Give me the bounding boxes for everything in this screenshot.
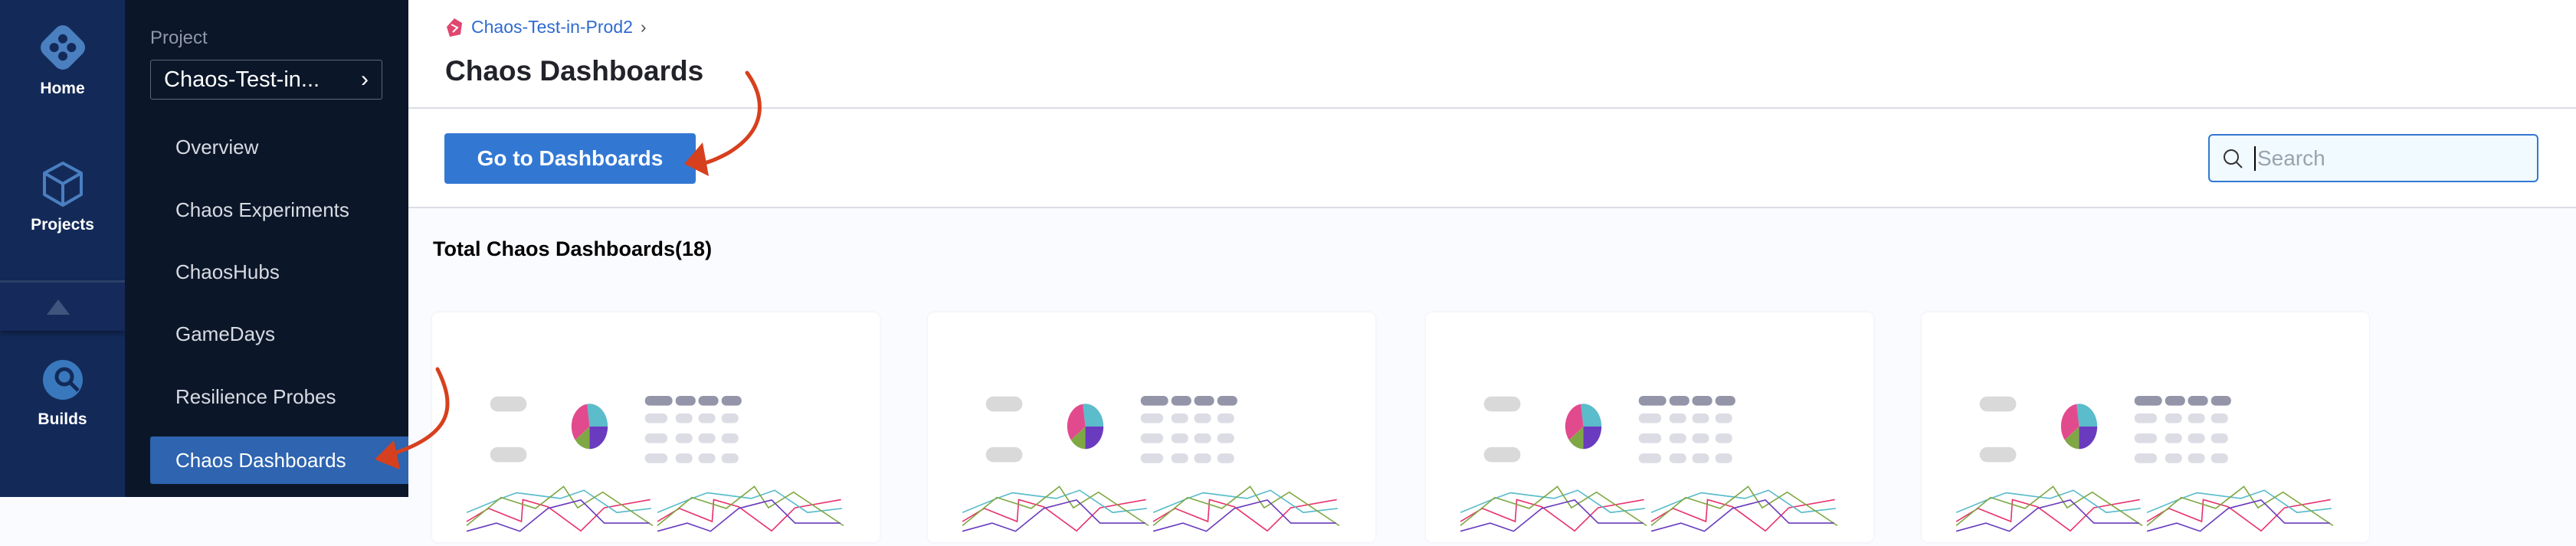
breadcrumb: Chaos-Test-in-Prod2 › <box>445 17 647 38</box>
triangle-up-icon <box>47 299 70 315</box>
toolbar: Go to Dashboards <box>408 109 2576 208</box>
sidebar-item-chaos-dashboards[interactable]: Chaos Dashboards <box>150 436 408 484</box>
harness-logo-icon <box>40 25 85 70</box>
sidebar-item-chaoshubs[interactable]: ChaosHubs <box>175 260 280 283</box>
nav-item-builds[interactable]: Builds <box>0 357 125 429</box>
nav-label: Home <box>40 80 85 97</box>
dashboard-thumbnail <box>466 395 844 532</box>
cube-icon <box>42 162 83 207</box>
sidebar-item-overview[interactable]: Overview <box>175 136 259 159</box>
search-box[interactable] <box>2208 134 2538 182</box>
sidebar-item-chaos-experiments[interactable]: Chaos Experiments <box>175 198 349 221</box>
dashboard-card[interactable] <box>928 312 1375 542</box>
dashboard-thumbnail <box>962 395 1340 532</box>
go-to-dashboards-button[interactable]: Go to Dashboards <box>444 133 696 184</box>
nav-item-home[interactable]: Home <box>0 23 125 98</box>
chaos-module-icon <box>447 18 462 37</box>
chevron-right-icon: › <box>640 17 647 37</box>
main-content: Chaos-Test-in-Prod2 › Chaos Dashboards G… <box>408 0 2576 542</box>
search-input[interactable] <box>2254 145 2530 171</box>
nav-collapse-toggle[interactable] <box>0 280 125 331</box>
project-selector[interactable]: Chaos-Test-in... › <box>150 60 382 100</box>
breadcrumb-link[interactable]: Chaos-Test-in-Prod2 <box>471 17 633 37</box>
dashboard-card[interactable] <box>1922 312 2369 542</box>
nav-label: Projects <box>31 216 94 234</box>
project-label: Project <box>150 28 208 48</box>
builds-icon <box>42 360 83 400</box>
sidebar-item-gamedays[interactable]: GameDays <box>175 322 276 345</box>
dashboard-card[interactable] <box>1426 312 1873 542</box>
project-value: Chaos-Test-in... <box>164 67 320 92</box>
nav-label: Builds <box>38 410 87 428</box>
nav-item-projects[interactable]: Projects <box>0 161 125 234</box>
total-dashboards-count: Total Chaos Dashboards(18) <box>433 237 713 260</box>
search-icon <box>2224 149 2243 168</box>
chevron-right-icon: › <box>361 67 369 92</box>
dashboard-card[interactable] <box>432 312 880 542</box>
sidebar-item-resilience-probes[interactable]: Resilience Probes <box>175 385 336 408</box>
project-sidebar: Project Chaos-Test-in... › Overview Chaos… <box>125 0 408 497</box>
main-nav: Home Projects Builds <box>0 0 125 497</box>
dashboard-thumbnail <box>1460 395 1838 532</box>
dashboard-thumbnail <box>1955 395 2334 532</box>
page-header: Chaos-Test-in-Prod2 › Chaos Dashboards <box>408 0 2576 109</box>
page-title: Chaos Dashboards <box>445 55 704 87</box>
